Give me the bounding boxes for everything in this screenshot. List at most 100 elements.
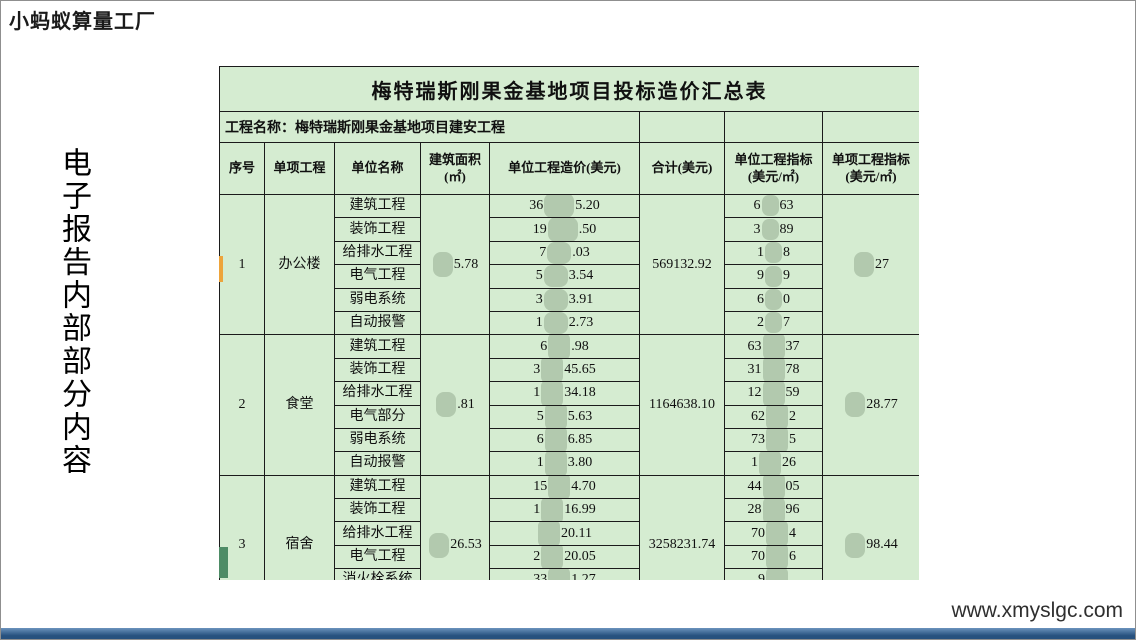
- table-row: 3 宿舍 建筑工程 26.53 15 4.70 3258231.74 44 05 9…: [219, 474, 919, 580]
- table-row: 装饰工程 1 16.99 28 96: [220, 498, 920, 523]
- redaction-blob: [543, 312, 568, 334]
- redaction-blob: [761, 218, 779, 240]
- row-no: 1: [219, 193, 265, 336]
- index-cell: 6 63: [724, 193, 823, 219]
- empty-cell: [639, 111, 725, 143]
- project-index-value: 27: [875, 256, 889, 272]
- cost-summary-table: 梅特瑞斯刚果金基地项目投标造价汇总表 工程名称：梅特瑞斯刚果金基地项目建安工程 …: [219, 66, 919, 580]
- redaction-blob: [544, 406, 567, 428]
- redaction-blob: [766, 522, 788, 545]
- unit-name-cell: 建筑工程: [334, 193, 421, 219]
- redaction-blob: [761, 195, 779, 217]
- cost-cell: 1 34.18: [489, 381, 640, 406]
- index-cell: 12 59: [724, 381, 823, 406]
- unit-name-cell: 装饰工程: [334, 217, 421, 242]
- brand-watermark: 小蚂蚁算量工厂: [9, 11, 156, 33]
- redaction-blob: [766, 546, 788, 568]
- header-unit-index: 单位工程指标 (美元/㎡): [724, 142, 823, 195]
- total-cell: 3258231.74: [639, 474, 725, 580]
- redaction-blob: [547, 242, 572, 264]
- redaction-blob: [541, 359, 564, 381]
- redaction-blob: [762, 359, 785, 381]
- unit-name-cell: 建筑工程: [334, 474, 421, 500]
- unit-name-cell: 自动报警: [334, 310, 421, 336]
- project-index-value: 28.77: [866, 397, 898, 413]
- scan-artifact-orange: [219, 256, 223, 282]
- index-cell: 9: [724, 568, 823, 580]
- redaction-blob: [765, 265, 782, 287]
- unit-name-cell: 给排水工程: [334, 240, 421, 266]
- redaction-blob: [547, 218, 578, 241]
- unit-name-cell: 消火栓系统: [334, 568, 421, 580]
- unit-name-cell: 弱电系统: [334, 427, 421, 453]
- table-row: 电气部分 5 5.63 62 2: [220, 404, 920, 429]
- redaction-blob: [548, 335, 571, 358]
- project-index-value: 98.44: [866, 537, 898, 553]
- redaction-blob: [538, 522, 560, 545]
- redaction-blob: [432, 251, 453, 277]
- table-row: 装饰工程 19.50 3 89: [220, 217, 920, 242]
- header-total: 合计(美元): [639, 142, 725, 195]
- total-cell: 1164638.10: [639, 334, 725, 476]
- unit-name-cell: 装饰工程: [334, 357, 421, 383]
- redaction-blob: [541, 499, 564, 521]
- redaction-blob: [544, 195, 575, 217]
- table-row: 给排水工程 1 34.18 12 59: [220, 381, 920, 406]
- index-cell: 73 5: [724, 427, 823, 453]
- table-row: 1 办公楼 建筑工程 5.78 36 5.20 569132.92 6 63 27: [219, 193, 919, 336]
- redaction-blob: [541, 382, 564, 404]
- redaction-blob: [845, 532, 866, 558]
- header-project: 单项工程: [264, 142, 335, 195]
- total-cell: 569132.92: [639, 193, 725, 336]
- redaction-blob: [854, 251, 874, 277]
- cost-cell: 6.98: [489, 334, 640, 359]
- redaction-blob: [762, 499, 785, 521]
- table-row: 消火栓系统 33 1.27 9: [220, 568, 920, 580]
- website-url: www.xmyslgc.com: [951, 599, 1123, 622]
- table-row: 自动报警 1 3.80 1 26: [220, 451, 920, 476]
- unit-name-cell: 电气工程: [334, 544, 421, 570]
- redaction-blob: [762, 382, 785, 404]
- cost-cell: 33 1.27: [489, 568, 640, 580]
- cost-cell: 19.50: [489, 217, 640, 242]
- redaction-blob: [548, 476, 571, 498]
- redaction-blob: [544, 429, 567, 451]
- unit-name-cell: 弱电系统: [334, 287, 421, 312]
- table-row: 弱电系统 6 6.85 73 5: [220, 427, 920, 453]
- empty-cell: [822, 111, 919, 143]
- cost-cell: 5 5.63: [489, 404, 640, 429]
- cost-cell: 20.11: [489, 521, 640, 546]
- cost-cell: 3 45.65: [489, 357, 640, 383]
- table-row: 装饰工程 3 45.65 31 78: [220, 357, 920, 383]
- index-cell: 1 26: [724, 451, 823, 476]
- area-cell: 5.78: [420, 193, 490, 336]
- index-cell: 70 4: [724, 521, 823, 546]
- area-value: .81: [457, 397, 475, 413]
- unit-name-cell: 装饰工程: [334, 498, 421, 523]
- project-cell: 办公楼: [264, 193, 335, 336]
- header-area: 建筑面积 (㎡): [420, 142, 490, 195]
- cost-cell: 6 6.85: [489, 427, 640, 453]
- unit-name-cell: 建筑工程: [334, 334, 421, 359]
- header-no: 序号: [219, 142, 265, 195]
- redaction-blob: [548, 569, 571, 580]
- redaction-blob: [765, 289, 782, 311]
- index-cell: 70 6: [724, 544, 823, 570]
- area-cell: 26.53: [420, 474, 490, 580]
- area-value: 5.78: [453, 256, 479, 272]
- redaction-blob: [766, 569, 788, 580]
- table-row: 2 食堂 建筑工程 .81 6.98 1164638.10 63 37 28.77: [219, 334, 919, 476]
- cost-cell: 3 3.91: [489, 287, 640, 312]
- summary-sheet: 梅特瑞斯刚果金基地项目投标造价汇总表 工程名称：梅特瑞斯刚果金基地项目建安工程 …: [219, 66, 919, 580]
- index-cell: 3 89: [724, 217, 823, 242]
- table-title-row: 梅特瑞斯刚果金基地项目投标造价汇总表: [219, 66, 919, 112]
- empty-cell: [724, 111, 823, 143]
- unit-name-cell: 自动报警: [334, 451, 421, 476]
- project-index-cell: 27: [822, 193, 919, 336]
